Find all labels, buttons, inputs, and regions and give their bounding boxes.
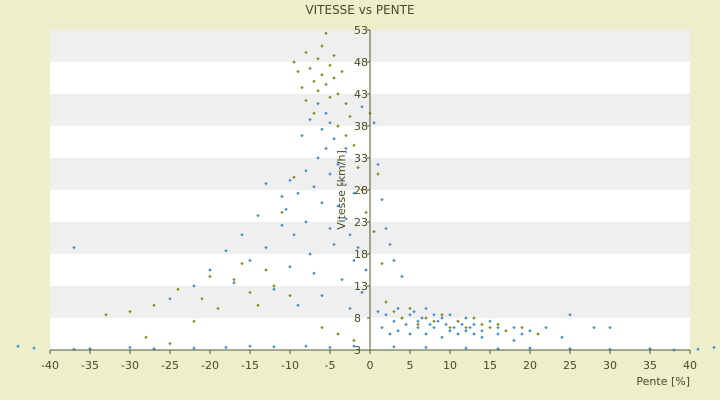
data-point bbox=[520, 332, 524, 336]
y-tick-label: 18 bbox=[354, 248, 368, 261]
x-tick-label: 0 bbox=[367, 359, 374, 372]
data-point bbox=[344, 101, 348, 106]
x-tick-label: 35 bbox=[643, 359, 657, 372]
data-point bbox=[712, 345, 716, 350]
x-tick-label: -25 bbox=[161, 359, 179, 372]
data-point bbox=[696, 347, 700, 352]
y-tick-label: 23 bbox=[354, 216, 368, 229]
data-point bbox=[328, 63, 332, 67]
chart-title: VITESSE vs PENTE bbox=[305, 3, 414, 17]
data-point bbox=[544, 325, 548, 330]
y-tick-label: 33 bbox=[354, 152, 368, 165]
x-tick-label: 30 bbox=[603, 359, 617, 372]
data-point bbox=[316, 57, 320, 61]
data-point bbox=[536, 332, 540, 336]
y-tick-label: 43 bbox=[354, 88, 368, 101]
x-tick-label: -20 bbox=[201, 359, 219, 372]
data-point bbox=[328, 95, 332, 99]
data-point bbox=[592, 325, 596, 330]
data-point bbox=[32, 346, 36, 350]
x-tick-label: -5 bbox=[325, 359, 336, 372]
data-point bbox=[316, 101, 320, 106]
x-tick-label: -15 bbox=[241, 359, 259, 372]
x-tick-label: 15 bbox=[483, 359, 497, 372]
y-tick-label: 3 bbox=[354, 344, 361, 357]
data-point bbox=[320, 44, 324, 48]
x-tick-label: 5 bbox=[407, 359, 414, 372]
data-point bbox=[208, 268, 212, 272]
data-point bbox=[296, 69, 300, 74]
data-point bbox=[224, 345, 228, 350]
data-point bbox=[520, 325, 524, 330]
x-tick-label: -30 bbox=[121, 359, 139, 372]
data-point bbox=[308, 117, 312, 122]
x-tick-label: 25 bbox=[563, 359, 577, 372]
data-point bbox=[248, 258, 252, 263]
x-tick-label: 10 bbox=[443, 359, 457, 372]
data-point bbox=[332, 76, 336, 80]
x-tick-label: 40 bbox=[683, 359, 697, 372]
x-axis-ticks: -40 -35 -30 -25 -20 -15 -10 -5 0 5 10 15 20 25 30 35 40 bbox=[41, 350, 697, 372]
data-point bbox=[248, 344, 252, 348]
data-point bbox=[240, 233, 244, 237]
y-axis-label: Vitesse [km/h] bbox=[335, 150, 348, 230]
data-point bbox=[104, 313, 108, 317]
y-tick-label: 13 bbox=[354, 280, 368, 293]
x-axis-label: Pente [%] bbox=[636, 375, 690, 388]
data-point bbox=[336, 124, 340, 128]
data-point bbox=[336, 92, 340, 96]
x-tick-label: -10 bbox=[281, 359, 299, 372]
data-point bbox=[324, 111, 328, 115]
data-point bbox=[144, 335, 148, 339]
data-point bbox=[152, 303, 156, 307]
data-point bbox=[512, 325, 516, 330]
data-point bbox=[300, 85, 304, 90]
y-tick-label: 38 bbox=[354, 120, 368, 133]
data-point bbox=[168, 297, 172, 301]
data-point bbox=[232, 277, 236, 282]
data-point bbox=[192, 284, 196, 288]
data-point bbox=[200, 297, 204, 301]
data-point bbox=[312, 79, 316, 83]
y-tick-label: 28 bbox=[354, 184, 368, 197]
data-point bbox=[248, 290, 252, 295]
x-tick-label: -35 bbox=[81, 359, 99, 372]
data-point bbox=[224, 249, 228, 253]
data-point bbox=[324, 31, 328, 35]
data-point bbox=[312, 111, 316, 115]
data-point bbox=[332, 53, 336, 58]
x-tick-label: -40 bbox=[41, 359, 59, 372]
y-tick-label: 53 bbox=[354, 24, 368, 37]
data-point bbox=[176, 287, 180, 291]
data-point bbox=[16, 344, 20, 348]
x-tick-label: 20 bbox=[523, 359, 537, 372]
data-point bbox=[216, 306, 220, 311]
data-point bbox=[232, 281, 236, 285]
data-point bbox=[168, 341, 172, 346]
y-tick-label: 8 bbox=[354, 312, 361, 325]
data-point bbox=[192, 346, 196, 350]
data-point bbox=[128, 345, 132, 350]
data-point bbox=[340, 69, 344, 74]
data-point bbox=[304, 50, 308, 55]
data-point bbox=[292, 60, 296, 64]
data-point bbox=[128, 309, 132, 314]
data-point bbox=[192, 319, 196, 323]
y-tick-label: 48 bbox=[354, 56, 368, 69]
data-point bbox=[608, 325, 612, 330]
data-point bbox=[560, 335, 564, 339]
data-point bbox=[208, 274, 212, 279]
data-point bbox=[240, 261, 244, 266]
